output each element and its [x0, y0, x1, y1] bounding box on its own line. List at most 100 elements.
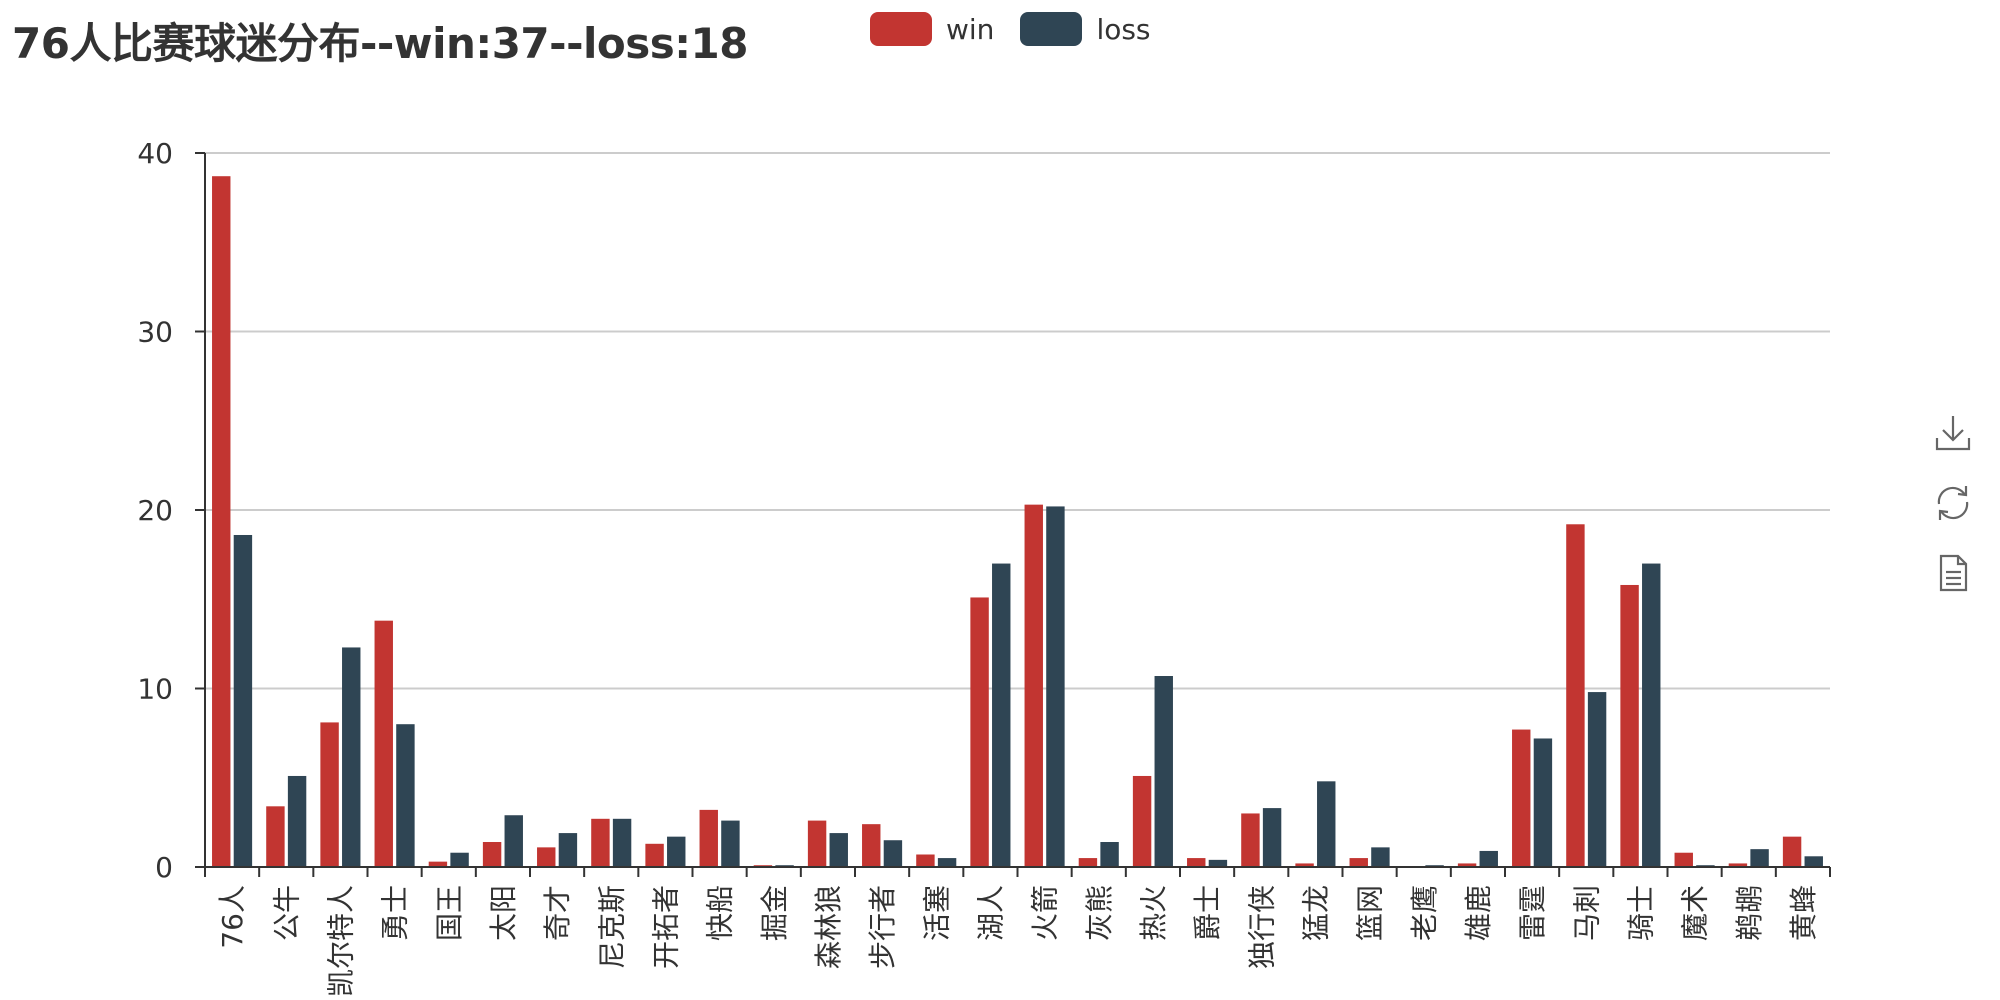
x-tick-label: 独行侠: [1245, 885, 1278, 969]
bar-win-24[interactable]: [1512, 729, 1531, 867]
legend-swatch-win: [870, 12, 932, 46]
bar-win-0[interactable]: [212, 176, 231, 867]
bar-win-14[interactable]: [970, 597, 989, 867]
x-tick-label: 灰熊: [1083, 885, 1116, 941]
bar-loss-26[interactable]: [1642, 563, 1661, 867]
refresh-icon[interactable]: [1932, 482, 1974, 524]
bar-loss-24[interactable]: [1533, 738, 1553, 867]
x-tick-label: 猛龙: [1299, 885, 1332, 941]
bar-win-21[interactable]: [1349, 858, 1368, 867]
bar-loss-16[interactable]: [1100, 842, 1119, 867]
x-tick-label: 老鹰: [1408, 885, 1441, 941]
bar-win-5[interactable]: [482, 842, 502, 867]
bar-win-4[interactable]: [428, 861, 448, 867]
bar-loss-18[interactable]: [1208, 859, 1228, 867]
x-tick-label: 公牛: [270, 885, 303, 941]
bar-loss-3[interactable]: [396, 724, 415, 867]
chart-title: 76人比赛球迷分布--win:37--loss:18: [12, 19, 749, 68]
y-tick-label: 10: [137, 673, 173, 706]
bar-loss-6[interactable]: [558, 833, 578, 867]
bar-loss-2[interactable]: [342, 647, 361, 867]
x-tick-label: 火箭: [1029, 885, 1062, 941]
bar-win-16[interactable]: [1078, 858, 1098, 867]
bar-win-27[interactable]: [1674, 852, 1693, 867]
bars: [212, 176, 1823, 867]
bar-win-23[interactable]: [1457, 863, 1477, 867]
bar-loss-17[interactable]: [1154, 676, 1173, 867]
x-tick-label: 魔术: [1679, 885, 1712, 941]
bar-win-28[interactable]: [1728, 863, 1748, 867]
x-tick-label: 骑士: [1624, 885, 1657, 941]
bar-win-3[interactable]: [374, 620, 393, 867]
data-view-icon[interactable]: [1932, 552, 1974, 594]
x-tick-label: 活塞: [920, 885, 953, 941]
x-tick-label: 森林狼: [812, 885, 845, 969]
bar-loss-21[interactable]: [1371, 847, 1390, 867]
x-tick-label: 雷霆: [1516, 885, 1549, 941]
bar-win-11[interactable]: [807, 820, 827, 867]
bar-loss-0[interactable]: [233, 534, 253, 867]
x-tick-label: 尼克斯: [595, 885, 628, 969]
bar-loss-19[interactable]: [1262, 808, 1282, 867]
x-tick-label: 热火: [1137, 885, 1170, 941]
bar-win-17[interactable]: [1132, 775, 1152, 867]
download-icon[interactable]: [1932, 412, 1974, 454]
x-tick-label: 掘金: [758, 885, 791, 941]
legend-label-win: win: [946, 12, 995, 46]
x-tick-label: 雄鹿: [1462, 885, 1495, 941]
bar-loss-25[interactable]: [1587, 692, 1607, 867]
bar-win-26[interactable]: [1620, 584, 1639, 867]
bar-loss-23[interactable]: [1479, 850, 1498, 867]
legend: win loss: [870, 12, 1177, 46]
x-tick-label: 国王: [433, 885, 466, 941]
y-tick-label: 20: [137, 494, 173, 527]
bar-loss-7[interactable]: [612, 818, 632, 867]
bar-loss-9[interactable]: [721, 820, 740, 867]
bar-win-15[interactable]: [1024, 504, 1043, 867]
x-tick-label: 鹈鹕: [1733, 885, 1766, 941]
bar-win-20[interactable]: [1295, 863, 1314, 867]
bar-loss-8[interactable]: [667, 836, 686, 867]
bar-loss-28[interactable]: [1750, 849, 1769, 867]
y-tick-label: 30: [137, 316, 173, 349]
x-tick-label: 湖人: [974, 885, 1007, 941]
bar-win-12[interactable]: [862, 824, 881, 867]
bar-loss-20[interactable]: [1317, 781, 1336, 867]
bar-loss-5[interactable]: [504, 815, 523, 867]
bar-loss-11[interactable]: [829, 833, 848, 867]
bar-win-18[interactable]: [1187, 858, 1206, 867]
bar-win-6[interactable]: [537, 847, 556, 867]
bar-win-8[interactable]: [645, 843, 664, 867]
bar-win-29[interactable]: [1782, 836, 1802, 867]
x-tick-label: 76人: [216, 885, 249, 949]
x-tick-label: 开拓者: [649, 885, 682, 969]
bar-win-9[interactable]: [699, 809, 718, 867]
bar-loss-29[interactable]: [1804, 856, 1823, 867]
bar-loss-4[interactable]: [450, 852, 469, 867]
x-tick-label: 马刺: [1570, 885, 1603, 941]
bar-win-25[interactable]: [1566, 524, 1585, 867]
x-tick-label: 太阳: [487, 885, 520, 941]
bar-win-19[interactable]: [1241, 813, 1260, 867]
legend-item-win[interactable]: win: [870, 12, 994, 46]
x-tick-label: 篮网: [1354, 885, 1387, 941]
x-tick-label: 凯尔特人: [324, 885, 357, 997]
bar-loss-13[interactable]: [937, 858, 957, 867]
x-tick-label: 奇才: [541, 885, 574, 941]
bar-loss-15[interactable]: [1046, 506, 1065, 867]
bar-win-1[interactable]: [266, 806, 285, 867]
axes: 0 10 20 30 40 76人 公牛 凯尔特人 勇士 国王 太阳 奇才 尼克斯 开拓者 快船 掘金 森林狼步…: [137, 137, 1831, 997]
bar-win-7[interactable]: [591, 818, 610, 867]
x-tick-label: 爵士: [1191, 885, 1224, 941]
bar-loss-1[interactable]: [287, 775, 307, 867]
bar-win-13[interactable]: [916, 854, 935, 867]
bar-loss-14[interactable]: [992, 563, 1011, 867]
legend-label-loss: loss: [1096, 12, 1151, 46]
x-tick-label: 步行者: [866, 885, 899, 969]
legend-item-loss[interactable]: loss: [1020, 12, 1151, 46]
bar-win-2[interactable]: [320, 722, 339, 867]
x-tick-label: 黄蜂: [1787, 885, 1820, 941]
bar-loss-12[interactable]: [883, 840, 903, 867]
legend-swatch-loss: [1020, 12, 1083, 46]
